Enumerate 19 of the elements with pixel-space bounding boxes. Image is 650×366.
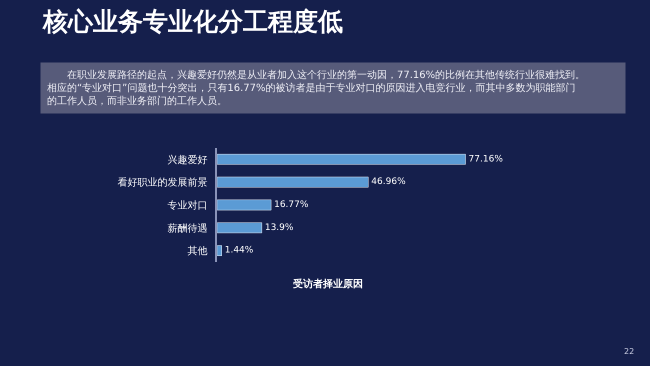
y-tick-label: 看好职业的发展前景 bbox=[117, 176, 208, 189]
data-label: 16.77% bbox=[274, 200, 309, 210]
data-label: 77.16% bbox=[468, 154, 504, 164]
text: 22 bbox=[624, 347, 634, 356]
y-tick-label: 其他 bbox=[187, 245, 208, 258]
data-label: 1.44% bbox=[224, 246, 254, 256]
chart-subtitle: 在职业发展路径的起点，兴趣爱好仍然是从业者加入这个行业的第一动因，77.16%的比例在其他传统行业很难找到。相应的“专业对口”问题也十分突出，只有16.77%的被访者是由于专业对口的原因进入电竞行业，而其中多数为职能部门的工作人员，而非业务部门的工作人员。 bbox=[47, 69, 586, 107]
bar bbox=[217, 176, 369, 188]
y-tick-label: 薪酬待遇 bbox=[167, 222, 208, 234]
x-axis-title: 受访者择业原因 bbox=[292, 278, 363, 290]
data-label: 46.96% bbox=[371, 177, 406, 188]
data-label: 13.9% bbox=[264, 222, 294, 233]
bar bbox=[217, 222, 262, 234]
y-tick-label: 兴趣爱好 bbox=[167, 154, 208, 166]
bar bbox=[217, 154, 466, 165]
bar bbox=[217, 245, 222, 256]
bar bbox=[217, 200, 272, 210]
y-tick-label: 专业对口 bbox=[167, 199, 208, 212]
chart-title: 核心业务专业化分工程度低 bbox=[42, 7, 343, 36]
